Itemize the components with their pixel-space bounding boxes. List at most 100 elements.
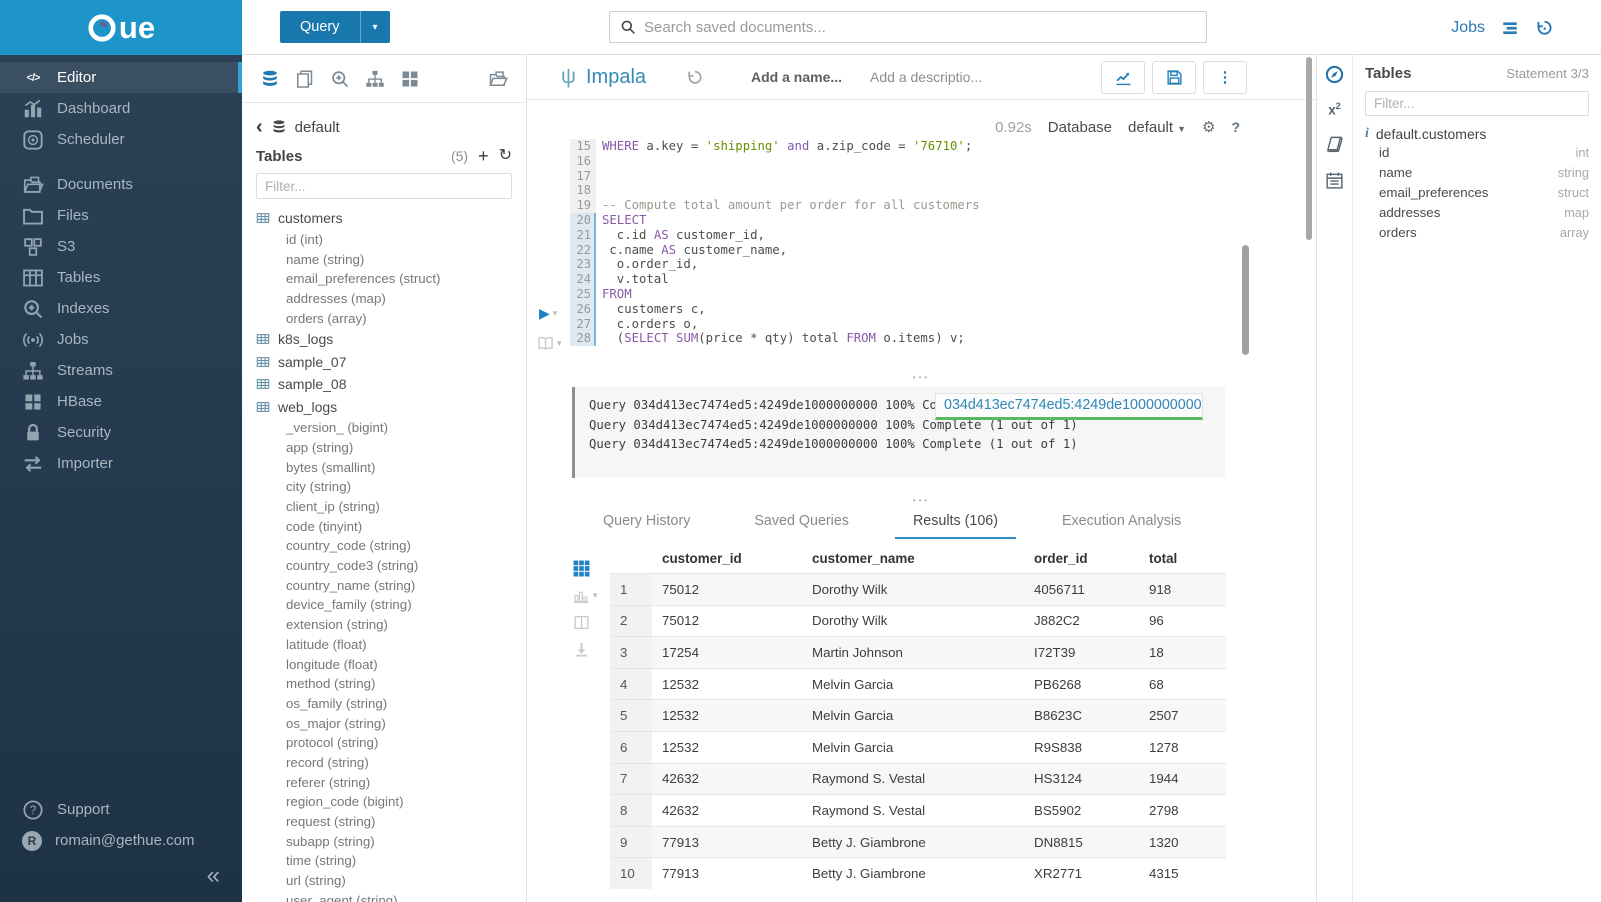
column-item[interactable]: method (string) xyxy=(256,674,512,694)
column-item[interactable]: time (string) xyxy=(256,851,512,871)
column-item[interactable]: country_code (string) xyxy=(256,536,512,556)
assist-documents-icon[interactable] xyxy=(295,69,315,88)
sidebar-item-hbase[interactable]: HBase xyxy=(0,386,242,417)
column-item[interactable]: id (int) xyxy=(256,230,512,250)
column-item[interactable]: addresses (map) xyxy=(256,289,512,309)
column-item[interactable]: request (string) xyxy=(256,812,512,832)
chart-button[interactable] xyxy=(1101,61,1145,94)
column-item[interactable]: subapp (string) xyxy=(256,831,512,851)
table-row[interactable]: 977913Betty J. GiambroneDN88151320 xyxy=(610,826,1226,858)
jobs-link[interactable]: Jobs xyxy=(1451,19,1485,37)
tab-results-106[interactable]: Results (106) xyxy=(895,507,1016,539)
sidebar-item-documents[interactable]: Documents xyxy=(0,169,242,200)
grid-view-icon[interactable] xyxy=(573,560,598,576)
collapse-sidebar-icon[interactable]: « xyxy=(0,856,242,902)
column-item[interactable]: region_code (bigint) xyxy=(256,792,512,812)
sidebar-item-security[interactable]: Security xyxy=(0,417,242,448)
assist-search-icon[interactable] xyxy=(330,69,350,88)
table-item-web_logs[interactable]: web_logs xyxy=(256,395,512,418)
breadcrumb-database[interactable]: default xyxy=(295,119,340,136)
column-header-order_id[interactable]: order_id xyxy=(1024,551,1139,566)
right-column-name[interactable]: namestring xyxy=(1365,162,1589,182)
query-id-tooltip[interactable]: 034d413ec7474ed5:4249de1000000000 xyxy=(935,393,1203,420)
sidebar-item-files[interactable]: Files xyxy=(0,200,242,231)
execute-query-button[interactable]: ▶ ▾ xyxy=(539,306,557,320)
assist-sitemap-icon[interactable] xyxy=(365,69,385,88)
sidebar-item-jobs[interactable]: Jobs xyxy=(0,324,242,355)
column-item[interactable]: country_code3 (string) xyxy=(256,556,512,576)
active-table-name[interactable]: default.customers xyxy=(1376,126,1487,142)
breadcrumb-back-icon[interactable]: ‹ xyxy=(256,117,263,137)
sidebar-item-s3[interactable]: S3 xyxy=(0,231,242,262)
page-scrollbar[interactable] xyxy=(1306,57,1312,240)
table-row[interactable]: 742632Raymond S. VestalHS31241944 xyxy=(610,763,1226,795)
sidebar-item-support[interactable]: ? Support xyxy=(0,794,242,825)
query-history-icon[interactable] xyxy=(686,69,703,85)
settings-gear-icon[interactable]: ⚙ xyxy=(1202,118,1215,136)
column-item[interactable]: longitude (float) xyxy=(256,654,512,674)
sidebar-item-tables[interactable]: Tables xyxy=(0,262,242,293)
jobs-list-icon[interactable] xyxy=(1501,20,1519,36)
table-item-k8s_logs[interactable]: k8s_logs xyxy=(256,328,512,351)
download-icon[interactable] xyxy=(573,641,598,657)
assist-compass-icon[interactable] xyxy=(1325,65,1344,84)
sql-editor[interactable]: 15WHERE a.key = 'shipping' and a.zip_cod… xyxy=(570,139,980,346)
query-dropdown-caret[interactable]: ▾ xyxy=(360,11,390,43)
column-item[interactable]: protocol (string) xyxy=(256,733,512,753)
search-input[interactable] xyxy=(644,19,1206,36)
query-description-field[interactable]: Add a descriptio... xyxy=(870,69,982,85)
scheduler-calendar-icon[interactable] xyxy=(1325,171,1344,190)
language-reference-button[interactable]: ▾ xyxy=(537,335,562,351)
column-item[interactable]: city (string) xyxy=(256,477,512,497)
table-row[interactable]: 842632Raymond S. VestalBS59022798 xyxy=(610,794,1226,826)
assist-databases-icon[interactable] xyxy=(260,69,280,88)
tab-execution-analysis[interactable]: Execution Analysis xyxy=(1044,507,1199,539)
functions-icon[interactable]: x2 xyxy=(1328,101,1341,118)
table-item-sample_08[interactable]: sample_08 xyxy=(256,373,512,396)
column-item[interactable]: os_family (string) xyxy=(256,694,512,714)
sidebar-item-streams[interactable]: Streams xyxy=(0,355,242,386)
assist-folder-icon[interactable] xyxy=(488,69,508,88)
add-table-icon[interactable]: + xyxy=(478,148,489,164)
table-row[interactable]: 1077913Betty J. GiambroneXR27714315 xyxy=(610,857,1226,889)
help-question-icon[interactable]: ? xyxy=(1231,119,1240,135)
column-item[interactable]: bytes (smallint) xyxy=(256,457,512,477)
column-item[interactable]: client_ip (string) xyxy=(256,497,512,517)
table-row[interactable]: 175012Dorothy Wilk4056711918 xyxy=(610,573,1226,605)
sidebar-item-indexes[interactable]: Indexes xyxy=(0,293,242,324)
table-row[interactable]: 275012Dorothy WilkJ882C296 xyxy=(610,605,1226,637)
column-item[interactable]: latitude (float) xyxy=(256,635,512,655)
column-item[interactable]: email_preferences (struct) xyxy=(256,269,512,289)
tab-query-history[interactable]: Query History xyxy=(585,507,708,539)
resize-handle-top[interactable]: ••• xyxy=(527,373,1316,382)
sidebar-item-editor[interactable]: </>Editor xyxy=(0,62,242,93)
column-item[interactable]: orders (array) xyxy=(256,308,512,328)
table-item-sample_07[interactable]: sample_07 xyxy=(256,350,512,373)
assist-apps-icon[interactable] xyxy=(400,69,420,88)
column-header-total[interactable]: total xyxy=(1139,551,1226,566)
right-column-orders[interactable]: ordersarray xyxy=(1365,223,1589,243)
query-name-field[interactable]: Add a name... xyxy=(751,69,842,85)
column-item[interactable]: extension (string) xyxy=(256,615,512,635)
column-item[interactable]: _version_ (bigint) xyxy=(256,418,512,438)
column-item[interactable]: record (string) xyxy=(256,753,512,773)
table-row[interactable]: 612532Melvin GarciaR9S8381278 xyxy=(610,731,1226,763)
table-row[interactable]: 412532Melvin GarciaPB626868 xyxy=(610,668,1226,700)
columns-view-icon[interactable] xyxy=(573,614,598,630)
column-header-customer_id[interactable]: customer_id xyxy=(652,551,802,566)
right-column-id[interactable]: idint xyxy=(1365,142,1589,162)
column-header-customer_name[interactable]: customer_name xyxy=(802,551,1024,566)
right-column-addresses[interactable]: addressesmap xyxy=(1365,203,1589,223)
editor-scrollbar[interactable] xyxy=(1242,245,1249,355)
resize-handle-bottom[interactable]: ••• xyxy=(527,496,1316,505)
column-item[interactable]: user_agent (string) xyxy=(256,890,512,902)
database-selector[interactable]: default▼ xyxy=(1128,119,1186,136)
column-item[interactable]: device_family (string) xyxy=(256,595,512,615)
table-row[interactable]: 317254Martin JohnsonI72T3918 xyxy=(610,636,1226,668)
hue-logo[interactable]: ue xyxy=(0,0,242,55)
column-item[interactable]: country_name (string) xyxy=(256,575,512,595)
sidebar-item-scheduler[interactable]: Scheduler xyxy=(0,124,242,155)
column-item[interactable]: url (string) xyxy=(256,871,512,891)
sidebar-item-user[interactable]: R romain@gethue.com xyxy=(0,825,242,856)
chart-view-icon[interactable]: ▾ xyxy=(573,587,598,603)
